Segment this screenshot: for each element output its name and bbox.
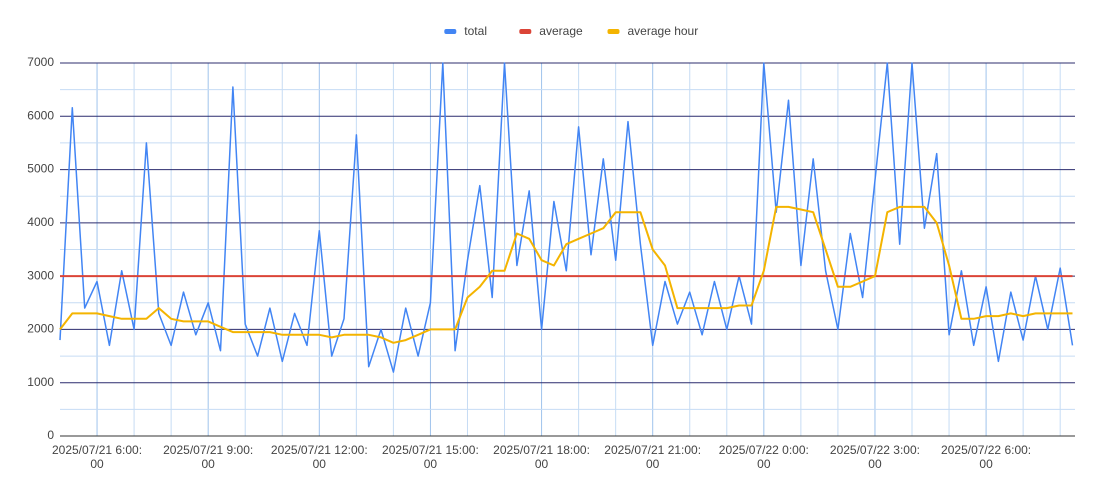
x-tick-label: 2025/07/21 9:00:00 <box>163 443 254 471</box>
y-tick-label: 6000 <box>27 108 54 122</box>
y-tick-label: 2000 <box>27 322 54 336</box>
x-tick-label: 2025/07/21 21:00:00 <box>604 443 702 471</box>
legend-label: average hour <box>628 24 699 38</box>
legend-swatch <box>519 29 532 34</box>
legend-swatch <box>607 29 620 34</box>
legend-label: total <box>464 24 487 38</box>
x-tick-label: 2025/07/21 15:00:00 <box>382 443 479 471</box>
x-tick-label: 2025/07/22 0:00:00 <box>718 443 809 471</box>
legend-swatch <box>444 29 457 34</box>
y-tick-label: 0 <box>47 428 54 442</box>
series-line <box>59 62 1074 373</box>
y-tick-label: 1000 <box>27 375 54 389</box>
x-tick-label: 2025/07/21 12:00:00 <box>270 443 368 471</box>
x-tick-label: 2025/07/22 6:00:00 <box>941 443 1032 471</box>
y-tick-label: 3000 <box>27 268 54 282</box>
y-tick-label: 5000 <box>27 162 54 176</box>
y-tick-label: 7000 <box>27 55 54 69</box>
x-tick-label: 2025/07/21 6:00:00 <box>51 443 143 471</box>
x-tick-label: 2025/07/21 18:00:00 <box>493 443 590 471</box>
legend-label: average <box>539 24 583 38</box>
x-tick-label: 2025/07/22 3:00:00 <box>829 443 920 471</box>
y-tick-label: 4000 <box>27 215 54 229</box>
series-line <box>59 205 1073 344</box>
